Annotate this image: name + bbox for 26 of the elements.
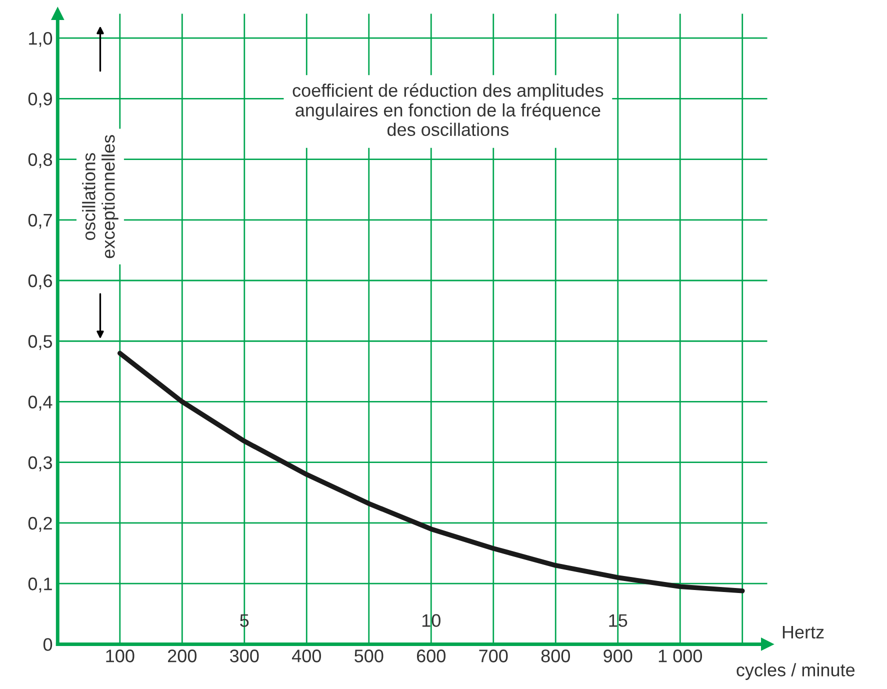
x-tick-label: 300 [230, 650, 259, 662]
annotation: coefficient de réduction des amplitudes angulaires en fonction de la fréquence des oscillations [292, 83, 604, 136]
x-tick-label: 100 [106, 650, 134, 662]
x-tick-label: 400 [292, 650, 321, 662]
y-tick-label: 0,8 [28, 153, 52, 168]
x-axis-title: cycles / minute [736, 663, 855, 680]
y-tick-label: 0,5 [28, 335, 52, 350]
x-tick-label: 600 [416, 650, 446, 662]
y-tick-label: 1,0 [29, 32, 52, 47]
x-tick-label: 500 [354, 650, 384, 662]
x-tick-label: 700 [479, 650, 508, 662]
x-tick-label: 900 [604, 650, 632, 662]
x-tick-label: 800 [541, 650, 570, 662]
line-series [117, 350, 745, 594]
y-tick-label: 0,7 [28, 214, 52, 229]
x-tick-label: 200 [168, 650, 197, 662]
y-tick-label: 0,9 [28, 92, 52, 108]
x-tick-label: 1 000 [658, 650, 702, 662]
annotation: oscillations exceptionnelles [82, 135, 118, 258]
x2-axis-title: Hertz [782, 626, 824, 639]
y-tick-label: 0 [43, 638, 52, 651]
y-tick-label: 0,3 [28, 456, 52, 472]
y-tick-label: 0,6 [28, 274, 52, 290]
y-tick-label: 0,4 [28, 396, 52, 411]
y-tick-label: 0,2 [28, 516, 52, 532]
y-tick-label: 0,1 [28, 578, 52, 592]
